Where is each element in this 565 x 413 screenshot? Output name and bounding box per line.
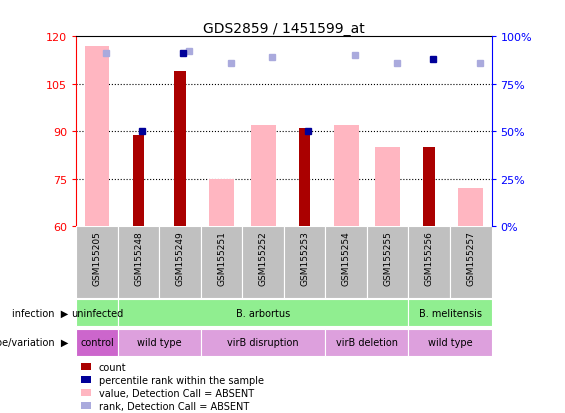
Bar (251, 126, 276, 227)
Bar (408, 299, 492, 326)
Text: uninfected: uninfected (71, 308, 123, 318)
Text: wild type: wild type (137, 337, 181, 347)
Bar (450, 227, 492, 298)
Text: virB disruption: virB disruption (227, 337, 299, 347)
Bar (76, 329, 118, 356)
Text: GSM155256: GSM155256 (425, 230, 434, 285)
Text: GSM155255: GSM155255 (383, 230, 392, 285)
Bar (325, 329, 408, 356)
Text: GSM155253: GSM155253 (300, 230, 309, 285)
Text: control: control (80, 337, 114, 347)
Bar (325, 227, 367, 298)
Bar (159, 227, 201, 298)
Bar (209, 180, 234, 227)
Text: virB deletion: virB deletion (336, 337, 398, 347)
Bar (118, 299, 408, 326)
Bar (85, 47, 110, 227)
Legend: count, percentile rank within the sample, value, Detection Call = ABSENT, rank, : count, percentile rank within the sample… (81, 362, 264, 411)
Bar (133, 135, 145, 227)
Text: B. arbortus: B. arbortus (236, 308, 290, 318)
Bar (375, 148, 400, 227)
Bar (284, 227, 325, 298)
Bar (201, 329, 325, 356)
Bar (201, 227, 242, 298)
Text: GSM155205: GSM155205 (93, 230, 102, 285)
Bar (174, 72, 186, 227)
Text: infection  ▶: infection ▶ (12, 308, 68, 318)
Bar (408, 227, 450, 298)
Bar (458, 189, 483, 227)
Bar (242, 227, 284, 298)
Bar (76, 299, 118, 326)
Text: B. melitensis: B. melitensis (419, 308, 481, 318)
Text: wild type: wild type (428, 337, 472, 347)
Bar (118, 329, 201, 356)
Text: GSM155249: GSM155249 (176, 230, 185, 285)
Bar (118, 227, 159, 298)
Title: GDS2859 / 1451599_at: GDS2859 / 1451599_at (203, 22, 365, 36)
Bar (408, 329, 492, 356)
Text: genotype/variation  ▶: genotype/variation ▶ (0, 337, 68, 347)
Bar (299, 129, 311, 227)
Text: GSM155257: GSM155257 (466, 230, 475, 285)
Text: GSM155252: GSM155252 (259, 230, 268, 285)
Bar (367, 227, 408, 298)
Text: GSM155248: GSM155248 (134, 230, 143, 285)
Text: GSM155254: GSM155254 (342, 230, 351, 285)
Bar (334, 126, 359, 227)
Bar (76, 227, 118, 298)
Bar (423, 148, 435, 227)
Text: GSM155251: GSM155251 (217, 230, 226, 285)
